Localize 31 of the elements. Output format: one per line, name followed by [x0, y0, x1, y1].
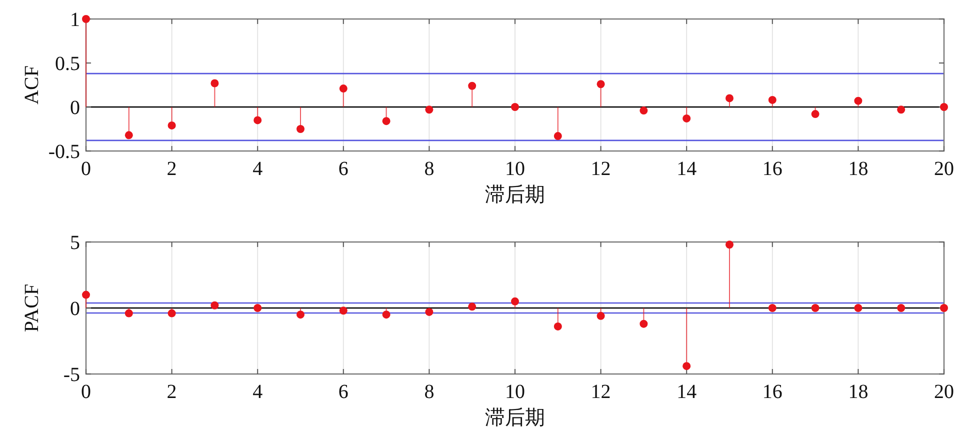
y-tick-label: 0: [70, 97, 80, 119]
x-tick-label: 14: [676, 381, 697, 403]
y-tick-label: -0.5: [48, 141, 80, 163]
x-tick-label: 20: [934, 158, 954, 180]
y-tick-label: 5: [70, 232, 80, 254]
x-tick-label: 20: [934, 381, 954, 403]
x-tick-label: 14: [676, 158, 697, 180]
y-tick-label: 0.5: [55, 53, 80, 75]
x-tick-label: 12: [590, 158, 611, 180]
x-tick-label: 8: [424, 158, 434, 180]
x-tick-label: 4: [252, 381, 263, 403]
x-tick-label: 8: [424, 381, 434, 403]
x-tick-label: 18: [848, 158, 868, 180]
x-tick-label: 2: [166, 158, 177, 180]
x-tick-label: 16: [762, 158, 782, 180]
x-tick-label: 6: [338, 381, 348, 403]
y-axis-title: PACF: [21, 284, 43, 332]
x-axis-title: 滞后期: [485, 407, 545, 429]
x-tick-label: 16: [762, 381, 782, 403]
x-tick-label: 2: [166, 381, 177, 403]
x-tick-label: 10: [505, 158, 525, 180]
y-tick-label: 0: [70, 298, 80, 320]
x-tick-label: 10: [505, 381, 525, 403]
y-tick-label: -5: [63, 364, 80, 386]
x-tick-label: 4: [252, 158, 263, 180]
y-tick-label: 1: [70, 9, 80, 31]
x-tick-label: 12: [590, 381, 611, 403]
x-tick-label: 6: [338, 158, 348, 180]
y-axis-title: ACF: [21, 66, 43, 104]
x-axis-title: 滞后期: [485, 184, 545, 206]
x-tick-label: 18: [848, 381, 868, 403]
